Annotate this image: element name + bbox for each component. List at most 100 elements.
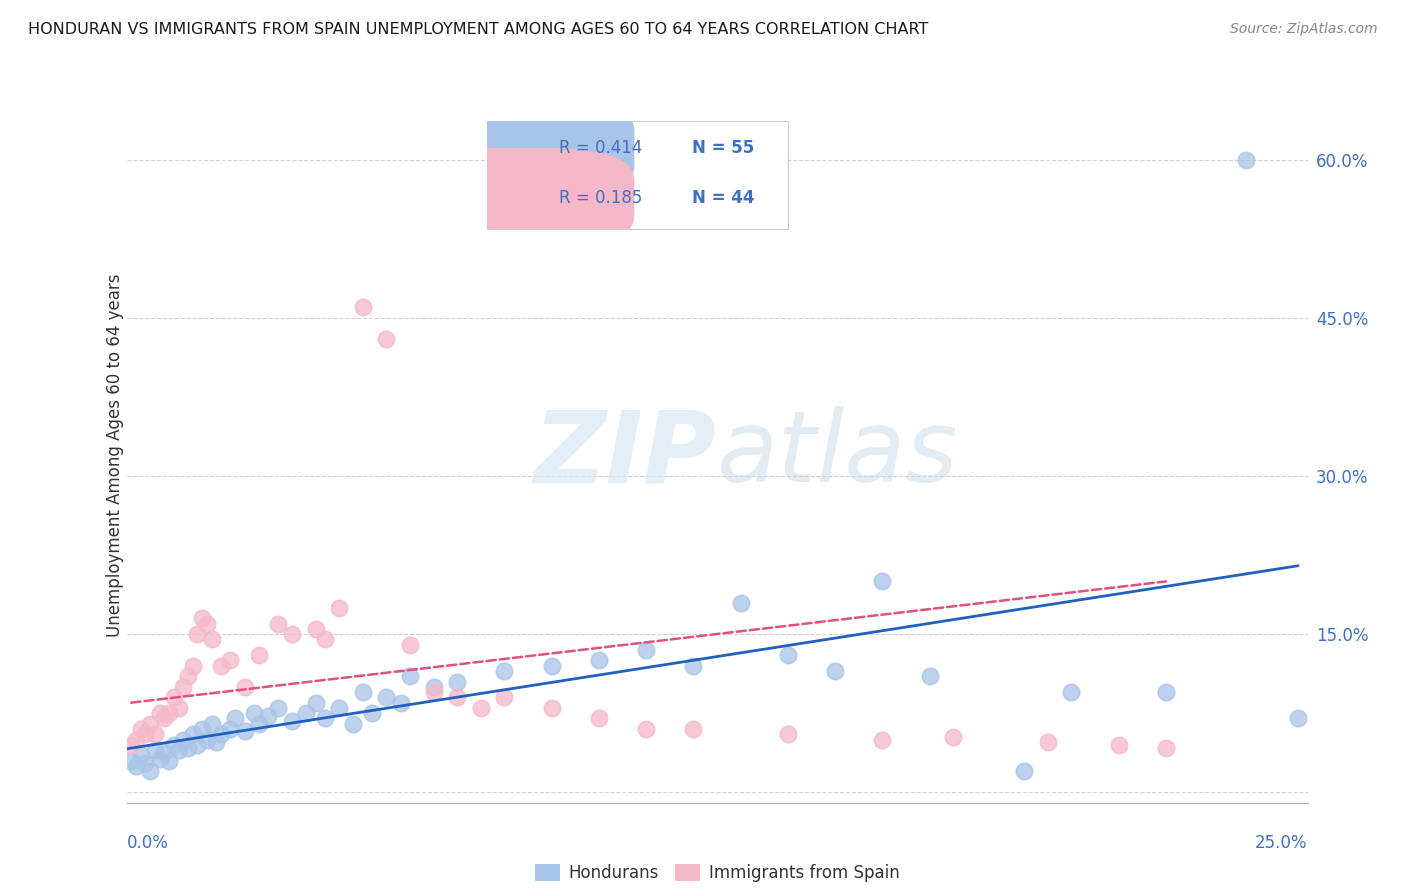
Point [1286, 711, 1309, 725]
Point [149, 706, 172, 721]
Text: 0.0%: 0.0% [127, 834, 169, 852]
Point [295, 706, 318, 721]
Point [247, 716, 270, 731]
Point [143, 727, 166, 741]
Point [177, 669, 200, 683]
Point [1154, 741, 1177, 756]
Point [682, 722, 704, 736]
Point [328, 600, 350, 615]
Text: ZIP: ZIP [534, 407, 717, 503]
Point [157, 706, 180, 721]
Point [186, 738, 208, 752]
Point [120, 754, 142, 768]
Point [314, 632, 336, 647]
Point [200, 716, 222, 731]
Point [399, 638, 422, 652]
Point [191, 611, 214, 625]
Point [224, 711, 246, 725]
Point [540, 701, 562, 715]
Point [125, 759, 148, 773]
Point [167, 701, 190, 715]
Point [328, 701, 350, 715]
Point [181, 727, 204, 741]
Point [243, 706, 266, 721]
Point [1108, 738, 1130, 752]
Text: atlas: atlas [717, 407, 959, 503]
Point [636, 722, 658, 736]
Point [200, 632, 222, 647]
Point [129, 722, 152, 736]
Point [172, 732, 194, 747]
Point [682, 658, 704, 673]
Point [281, 627, 304, 641]
Point [134, 727, 156, 741]
Point [776, 648, 799, 663]
Point [588, 711, 610, 725]
Point [125, 732, 148, 747]
Point [1036, 734, 1059, 748]
Point [422, 685, 444, 699]
Point [636, 643, 658, 657]
Point [167, 743, 190, 757]
Point [281, 714, 304, 728]
Point [181, 658, 204, 673]
Point [257, 709, 280, 723]
Point [129, 748, 152, 763]
Point [872, 732, 894, 747]
Point [205, 734, 228, 748]
Point [375, 332, 398, 346]
Point [163, 690, 186, 705]
Point [157, 754, 180, 768]
Point [191, 722, 214, 736]
Point [375, 690, 398, 705]
Legend: Hondurans, Immigrants from Spain: Hondurans, Immigrants from Spain [529, 857, 905, 888]
Point [304, 622, 326, 636]
Point [470, 701, 492, 715]
Text: HONDURAN VS IMMIGRANTS FROM SPAIN UNEMPLOYMENT AMONG AGES 60 TO 64 YEARS CORRELA: HONDURAN VS IMMIGRANTS FROM SPAIN UNEMPL… [28, 22, 928, 37]
Point [139, 716, 162, 731]
Point [139, 764, 162, 779]
Point [120, 738, 142, 752]
Point [824, 664, 846, 678]
Point [163, 738, 186, 752]
Point [342, 716, 364, 731]
Point [352, 301, 374, 315]
Point [730, 595, 752, 609]
Point [209, 727, 232, 741]
Point [143, 743, 166, 757]
Point [389, 696, 412, 710]
Point [267, 701, 290, 715]
Point [314, 711, 336, 725]
Y-axis label: Unemployment Among Ages 60 to 64 years: Unemployment Among Ages 60 to 64 years [107, 273, 124, 637]
Point [186, 627, 208, 641]
Point [219, 653, 242, 667]
Point [776, 727, 799, 741]
Point [588, 653, 610, 667]
Point [172, 680, 194, 694]
Point [195, 616, 218, 631]
Text: 25.0%: 25.0% [1256, 834, 1308, 852]
Point [1154, 685, 1177, 699]
Text: Source: ZipAtlas.com: Source: ZipAtlas.com [1230, 22, 1378, 37]
Point [153, 745, 176, 759]
Point [540, 658, 562, 673]
Point [446, 674, 468, 689]
Point [494, 664, 516, 678]
Point [399, 669, 422, 683]
Point [352, 685, 374, 699]
Point [446, 690, 468, 705]
Point [942, 731, 965, 745]
Point [872, 574, 894, 589]
Point [1234, 153, 1257, 167]
Point [149, 751, 172, 765]
Point [209, 658, 232, 673]
Point [153, 711, 176, 725]
Point [233, 724, 256, 739]
Point [177, 741, 200, 756]
Point [219, 722, 242, 736]
Point [134, 756, 156, 770]
Point [494, 690, 516, 705]
Point [1060, 685, 1083, 699]
Point [304, 696, 326, 710]
Point [247, 648, 270, 663]
